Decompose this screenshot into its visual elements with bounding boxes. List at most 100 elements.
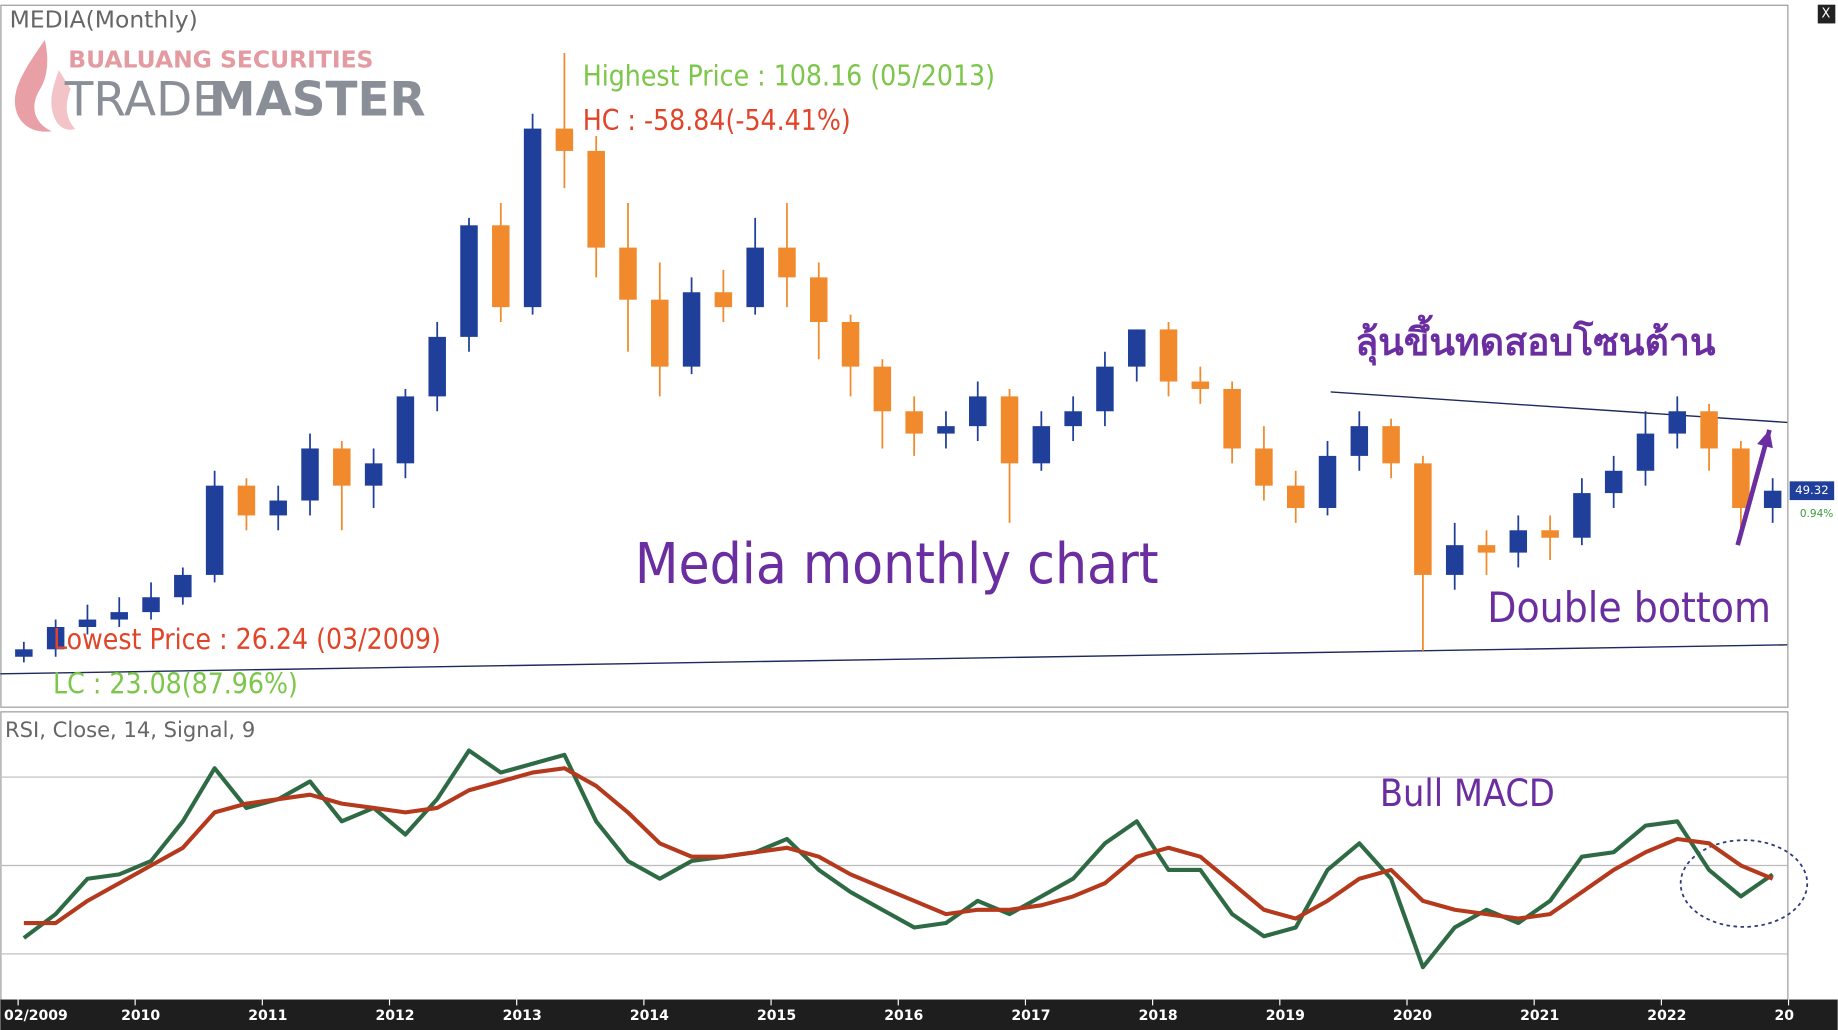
close-icon[interactable]: X xyxy=(1822,7,1831,22)
chart-title: MEDIA(Monthly) xyxy=(10,6,198,34)
candle-body xyxy=(1032,426,1051,464)
candle-body xyxy=(523,128,542,308)
candle-body xyxy=(1445,545,1464,575)
x-tick-label: 2022 xyxy=(1647,1008,1686,1024)
price-tag xyxy=(1789,481,1835,501)
candle-body xyxy=(1509,530,1528,553)
candle-body xyxy=(651,299,669,367)
candle-body xyxy=(142,597,160,613)
x-tick-label: 2018 xyxy=(1139,1008,1178,1024)
candle-body xyxy=(1700,411,1718,449)
candle-body xyxy=(1064,411,1082,427)
rsi-line xyxy=(23,766,1774,926)
candle-body xyxy=(1096,366,1114,412)
rsi-note: Bull MACD xyxy=(1380,771,1555,815)
candle-body xyxy=(841,322,860,367)
candle-body xyxy=(1255,448,1273,486)
logo-flame xyxy=(14,39,52,132)
candle-body xyxy=(1414,463,1432,575)
x-tick-label: 20 xyxy=(1775,1008,1795,1024)
x-tick-label: 2014 xyxy=(630,1008,669,1024)
annotation: Highest Price : 108.16 (05/2013) xyxy=(583,59,995,92)
price-change: 0.94% xyxy=(1800,508,1833,520)
candle-body xyxy=(1732,448,1750,508)
highlight-ellipse xyxy=(1679,839,1809,928)
x-axis-strip xyxy=(0,999,1838,1030)
candle-body xyxy=(1286,485,1305,508)
annotation: LC : 23.08(87.96%) xyxy=(53,667,298,700)
candle-body xyxy=(364,463,383,486)
candle-body xyxy=(1191,381,1210,389)
annotation: Double bottom xyxy=(1487,583,1771,632)
annotation: Media monthly chart xyxy=(635,532,1159,597)
candle-body xyxy=(237,485,256,516)
candle-body xyxy=(301,448,319,501)
candle-body xyxy=(1223,388,1241,449)
x-tick-label: 2021 xyxy=(1520,1008,1559,1024)
x-tick-label: 2013 xyxy=(503,1008,542,1024)
trendline xyxy=(0,644,1788,675)
candle-body xyxy=(714,292,733,308)
logo-flame xyxy=(51,70,76,130)
candle-body xyxy=(873,366,892,412)
candle-body xyxy=(1382,426,1400,464)
candle-body xyxy=(1604,470,1623,494)
candle-body xyxy=(1763,490,1782,508)
candle-body xyxy=(205,485,224,575)
x-tick-label: 2011 xyxy=(248,1008,287,1024)
candle-body xyxy=(1350,426,1369,456)
x-tick-label: 2017 xyxy=(1011,1008,1050,1024)
candle-body xyxy=(746,247,764,308)
candle-body xyxy=(492,225,510,308)
candle-body xyxy=(587,150,605,248)
candle-body xyxy=(78,619,97,627)
candle-body xyxy=(619,247,637,300)
price-panel xyxy=(0,4,1789,708)
candle-body xyxy=(1127,329,1146,367)
price-tag-label: 49.32 xyxy=(1795,483,1829,497)
rsi-title: RSI, Close, 14, Signal, 9 xyxy=(5,717,255,742)
logo-line: BUALUANG SECURITIES xyxy=(68,45,373,73)
candle-body xyxy=(15,649,33,657)
arrow-head xyxy=(1757,429,1773,449)
candle-body xyxy=(46,626,65,650)
arrow xyxy=(1735,429,1772,546)
annotation: ลุ้นขึ้นทดสอบโซนต้าน xyxy=(1355,314,1716,366)
x-tick-label: 2010 xyxy=(121,1008,160,1024)
candle-body xyxy=(110,612,128,620)
candle-body xyxy=(969,396,987,427)
candle-body xyxy=(1000,396,1019,464)
candle-body xyxy=(810,277,828,323)
close-button[interactable] xyxy=(1817,4,1836,24)
candle-body xyxy=(778,247,796,278)
candle-body xyxy=(1668,411,1687,434)
candle-body xyxy=(1573,493,1591,538)
x-tick-label: 2015 xyxy=(757,1008,796,1024)
candle-body xyxy=(174,574,192,598)
logo-word: MASTER xyxy=(209,73,426,128)
candle-body xyxy=(555,128,574,151)
x-tick-label: 2019 xyxy=(1266,1008,1305,1024)
candle-body xyxy=(333,448,351,486)
x-tick-label: 2020 xyxy=(1393,1008,1432,1024)
x-tick-label: 02/2009 xyxy=(4,1008,68,1024)
candle-body xyxy=(1159,329,1178,382)
candle-body xyxy=(1541,530,1559,538)
candle-body xyxy=(269,500,287,516)
candle-body xyxy=(937,426,955,434)
candle-body xyxy=(428,336,446,397)
candle-body xyxy=(1636,433,1655,471)
annotation: Lowest Price : 26.24 (03/2009) xyxy=(53,623,441,656)
annotation: HC : -58.84(-54.41%) xyxy=(583,104,851,137)
candle-body xyxy=(460,225,478,337)
candle-body xyxy=(396,396,415,464)
candle-body xyxy=(905,411,923,434)
x-tick-label: 2012 xyxy=(375,1008,414,1024)
candle-body xyxy=(1477,545,1496,553)
logo-word: TRADE xyxy=(64,73,222,128)
candle-body xyxy=(682,292,701,367)
x-tick-label: 2016 xyxy=(884,1008,923,1024)
